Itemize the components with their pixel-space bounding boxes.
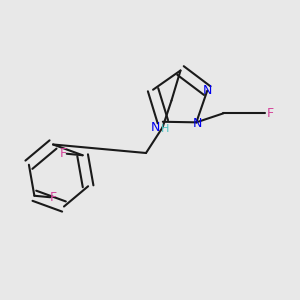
Text: F: F	[60, 147, 67, 160]
Text: N: N	[193, 117, 203, 130]
Text: N: N	[150, 121, 160, 134]
Text: H: H	[161, 124, 170, 134]
Text: N: N	[202, 84, 212, 97]
Text: F: F	[267, 107, 274, 120]
Text: F: F	[50, 191, 57, 204]
